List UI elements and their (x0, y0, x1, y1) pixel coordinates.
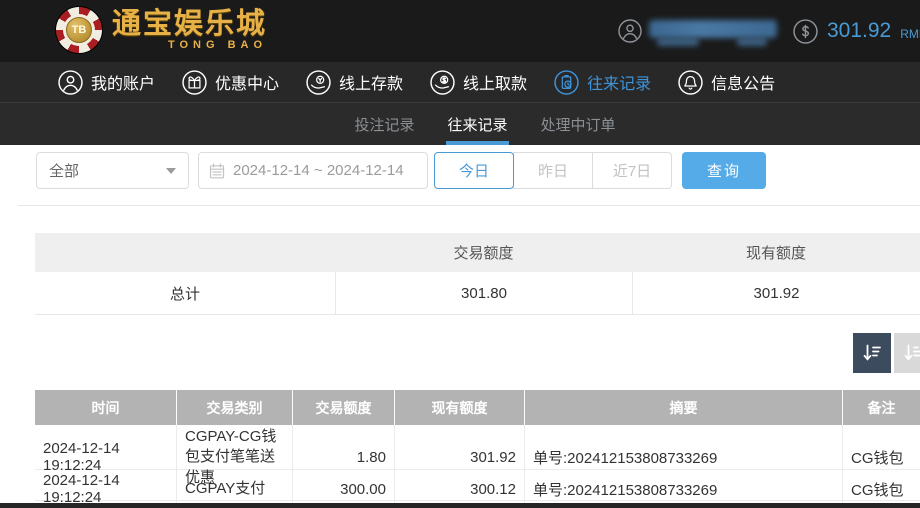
summary-total-balance: 301.92 (632, 272, 920, 314)
col-header-time: 时间 (35, 390, 177, 425)
summary-total-label: 总计 (169, 285, 200, 303)
username-redacted (649, 16, 779, 46)
footer-strip (0, 503, 920, 508)
query-button[interactable]: 查询 (682, 152, 766, 189)
sort-controls (853, 333, 920, 373)
cell-time: 2024-12-14 19:12:24 (35, 470, 177, 508)
tab-label: 往来记录 (447, 116, 508, 134)
bell-circle-icon (678, 69, 703, 95)
balance-amount: 301.92 (827, 19, 892, 42)
tb-chip-icon: TB (56, 7, 102, 53)
tb-chip-label: TB (66, 17, 92, 43)
cell-summary: 单号:202412153808733269 (525, 425, 843, 490)
summary-total-row: 总计 301.80 301.92 (35, 272, 920, 315)
deposit-coin-icon (306, 69, 331, 95)
record-row: 2024-12-14 19:12:24 CGPAY支付 300.00 300.1… (35, 470, 920, 508)
summary-table: 交易额度 现有额度 总计 301.80 301.92 (35, 233, 920, 315)
sort-desc-icon (863, 344, 881, 361)
date-range-value: 2024-12-14 ~ 2024-12-14 (233, 162, 404, 179)
account-area[interactable] (618, 0, 779, 62)
records-table-header: 时间 交易类别 交易额度 现有额度 摘要 备注 (35, 390, 920, 425)
cell-amount: 300.00 (293, 470, 395, 508)
cell-amount: 1.80 (293, 425, 395, 490)
col-header-summary: 摘要 (525, 390, 843, 425)
sort-asc-icon (904, 344, 920, 361)
tab-processing-orders[interactable]: 处理中订单 (541, 103, 616, 145)
date-range-picker[interactable]: 2024-12-14 ~ 2024-12-14 (198, 152, 428, 189)
brand-name-en: TONG BAO (167, 39, 268, 51)
summary-header-balance: 现有额度 (745, 245, 806, 262)
calendar-icon (209, 162, 225, 178)
summary-header-empty (35, 233, 335, 272)
cell-type: CGPAY-CG钱包支付笔笔送优惠 (177, 425, 293, 490)
nav-label: 我的账户 (91, 76, 156, 93)
col-header-remark: 备注 (867, 399, 896, 416)
category-dropdown-value: 全部 (49, 163, 80, 180)
records-clipboard-icon (554, 69, 579, 95)
nav-label: 线上取款 (463, 76, 528, 93)
nav-label: 线上存款 (339, 76, 404, 93)
category-dropdown[interactable]: 全部 (36, 152, 189, 189)
nav-label: 信息公告 (711, 76, 776, 93)
sub-tabbar: 投注记录 往来记录 处理中订单 (0, 102, 920, 145)
tab-betting-records[interactable]: 投注记录 (354, 103, 414, 145)
nav-item-announcements[interactable]: 信息公告 (678, 69, 776, 95)
col-header-type: 交易类别 (177, 390, 293, 425)
cell-balance: 300.12 (395, 470, 525, 508)
sort-asc-button[interactable] (894, 333, 920, 373)
main-nav: 我的账户 优惠中心 线上存款 线上取款 (0, 62, 920, 102)
nav-item-my-account[interactable]: 我的账户 (58, 69, 156, 95)
today-button[interactable]: 今日 (434, 152, 514, 189)
col-header-balance: 现有额度 (395, 390, 525, 425)
balance-currency: RMB (900, 26, 920, 41)
nav-item-withdraw[interactable]: 线上取款 (430, 69, 528, 95)
nav-label: 往来记录 (587, 76, 652, 93)
records-table: 时间 交易类别 交易额度 现有额度 摘要 备注 2024-12-14 19:12… (35, 390, 920, 508)
balance-display[interactable]: 301.92 RMB (793, 0, 920, 62)
topbar: TB 通宝娱乐城 TONG BAO 301 (0, 0, 920, 62)
brand-logo[interactable]: TB 通宝娱乐城 TONG BAO (56, 7, 267, 53)
nav-item-records[interactable]: 往来记录 (554, 69, 652, 95)
tab-transaction-records[interactable]: 往来记录 (446, 103, 509, 145)
withdraw-coin-icon (430, 69, 455, 95)
tab-label: 处理中订单 (540, 116, 616, 134)
caret-down-icon (166, 167, 176, 174)
section-divider (18, 205, 920, 206)
tab-label: 投注记录 (354, 116, 415, 134)
quick-range-group: 今日 昨日 近7日 (434, 152, 672, 189)
col-header-amount: 交易额度 (293, 390, 395, 425)
nav-item-promotions[interactable]: 优惠中心 (182, 69, 280, 95)
last7days-button[interactable]: 近7日 (592, 152, 672, 189)
cell-balance: 301.92 (395, 425, 525, 490)
cell-remark: CG钱包 (851, 449, 904, 467)
cell-time: 2024-12-14 19:12:24 (35, 425, 177, 490)
gift-circle-icon (182, 69, 207, 95)
summary-header-transaction: 交易额度 (453, 245, 514, 262)
nav-item-deposit[interactable]: 线上存款 (306, 69, 404, 95)
brand-name-cn: 通宝娱乐城 (112, 6, 268, 40)
cell-summary: 单号:202412153808733269 (525, 470, 843, 508)
yesterday-button[interactable]: 昨日 (513, 152, 593, 189)
user-circle-icon (618, 19, 642, 43)
sort-desc-button[interactable] (853, 333, 891, 373)
user-circle-icon (58, 69, 83, 95)
record-row: 2024-12-14 19:12:24 CGPAY-CG钱包支付笔笔送优惠 1.… (35, 425, 920, 490)
cell-type: CGPAY支付 (177, 470, 293, 508)
dollar-circle-icon (793, 18, 818, 44)
cell-remark: CG钱包 (851, 481, 904, 499)
summary-table-header: 交易额度 现有额度 (35, 233, 920, 272)
brand-text: 通宝娱乐城 TONG BAO (112, 9, 267, 51)
summary-total-transaction: 301.80 (335, 272, 632, 314)
nav-label: 优惠中心 (215, 76, 280, 93)
